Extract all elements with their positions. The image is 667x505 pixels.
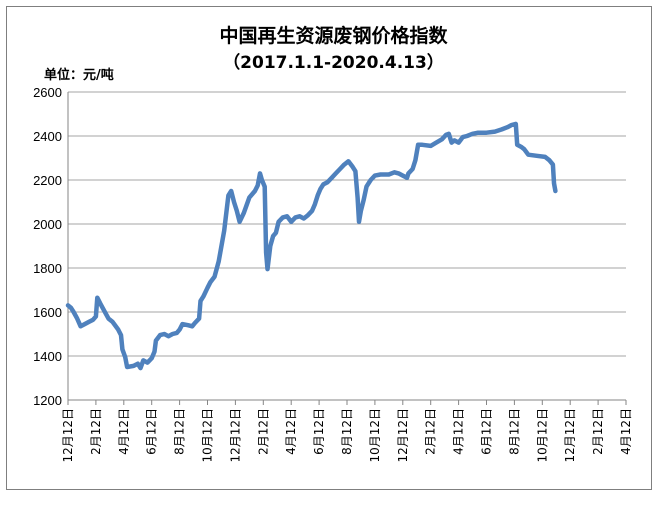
y-tick-label: 2600: [33, 85, 62, 100]
y-tick-label: 1200: [33, 393, 62, 408]
x-tick-label: 8月12日: [173, 408, 187, 455]
chart-title: 中国再生资源废钢价格指数: [219, 25, 448, 47]
y-tick-label: 2200: [33, 173, 62, 188]
chart-frame: [6, 6, 652, 490]
y-tick-label: 2400: [33, 129, 62, 144]
x-tick-label: 8月12日: [507, 408, 521, 455]
x-tick-label: 4月12日: [117, 408, 131, 455]
price-index-line: [65, 121, 558, 371]
x-tick-label: 2月12日: [424, 408, 438, 455]
x-tick-label: 4月12日: [619, 408, 633, 455]
x-tick-label: 2月12日: [89, 408, 103, 455]
x-tick-label: 12月12日: [396, 408, 410, 463]
y-tick-label: 1600: [33, 305, 62, 320]
x-tick-label: 10月12日: [535, 408, 549, 463]
chart-subtitle: （2017.1.1-2020.4.13）: [223, 53, 444, 73]
y-tick-label: 1800: [33, 261, 62, 276]
y-tick-label: 1400: [33, 349, 62, 364]
x-tick-label: 2月12日: [591, 408, 605, 455]
x-tick-label: 12月12日: [61, 408, 75, 463]
x-tick-label: 2月12日: [256, 408, 270, 455]
x-tick-label: 4月12日: [284, 408, 298, 455]
y-tick-label: 2000: [33, 217, 62, 232]
x-tick-label: 12月12日: [563, 408, 577, 463]
x-tick-label: 6月12日: [480, 408, 494, 455]
x-tick-label: 4月12日: [452, 408, 466, 455]
x-tick-label: 10月12日: [368, 408, 382, 463]
x-tick-label: 12月12日: [228, 408, 242, 463]
x-tick-label: 8月12日: [340, 408, 354, 455]
x-tick-label: 6月12日: [145, 408, 159, 455]
x-tick-label: 10月12日: [201, 408, 215, 463]
x-tick-label: 6月12日: [312, 408, 326, 455]
y-axis-unit-label: 单位：元/吨: [44, 68, 114, 83]
